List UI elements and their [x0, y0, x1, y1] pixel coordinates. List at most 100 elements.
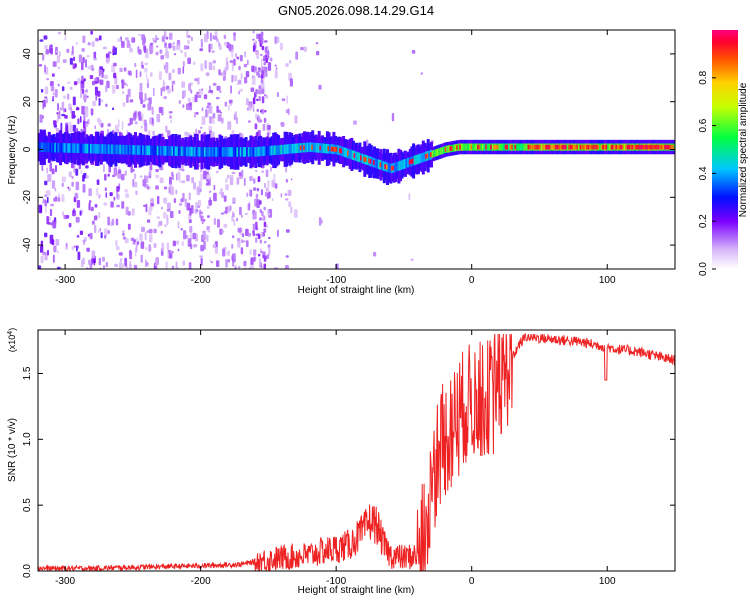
spectrogram-ridge-cell	[496, 144, 499, 150]
spectrogram-noise-cell	[142, 99, 145, 103]
spectrogram-ridge-cell	[356, 152, 360, 162]
spectrogram-noise-cell	[289, 78, 293, 87]
spectrogram-noise-cell	[238, 266, 241, 269]
spectrogram-noise-cell	[57, 113, 61, 120]
spectrogram-ridge-cell	[584, 144, 587, 150]
spectrogram-ridge-cell	[511, 144, 514, 150]
snr-x-tick-label: 0	[469, 576, 475, 587]
spectrogram-ridge-cell	[444, 147, 447, 152]
spectrogram-noise-cell	[85, 165, 89, 169]
spectrogram-noise-cell	[201, 107, 204, 112]
spectrogram-noise-cell	[131, 208, 135, 216]
spectrogram-noise-cell	[187, 39, 190, 44]
spectrogram-noise-cell	[74, 192, 79, 199]
spectrogram-ridge-cell	[543, 144, 547, 150]
spectrogram-noise-cell	[252, 209, 256, 214]
spectrogram-x-ticks: -300 -200 -100 0 100	[55, 30, 616, 286]
spectrogram-ridge-cell	[155, 145, 158, 156]
spectrogram-noise-cell	[164, 197, 168, 205]
spectrogram-ridge-cell	[231, 147, 235, 157]
spectrogram-noise-cell	[124, 258, 128, 267]
spectrogram-noise-cell	[77, 118, 80, 125]
spectrogram-noise-cell	[99, 99, 104, 103]
spectrogram-ridge-cell	[342, 146, 345, 157]
spectrogram-noise-cell	[139, 91, 143, 100]
spectrogram-ridge-cell	[166, 146, 170, 156]
spectrogram-ridge-cell	[613, 144, 617, 150]
spectrogram-noise-cell	[113, 72, 117, 79]
spectrogram-noise-cell	[239, 88, 243, 92]
spectrogram-noise-cell	[63, 108, 65, 113]
spectrogram-ridge-cell	[308, 142, 311, 152]
spectrogram-ridge-cell	[83, 143, 87, 154]
spectrogram-noise-cell	[229, 176, 234, 186]
spectrogram-noise-cell	[128, 72, 132, 76]
spectrogram-ridge-cell	[428, 150, 431, 161]
spectrogram-noise-cell	[258, 89, 262, 95]
spectrogram-noise-cell	[107, 216, 110, 226]
spectrogram-noise-cell	[116, 246, 120, 251]
spectrogram-noise-cell	[94, 125, 96, 130]
spectrogram-noise-cell	[110, 268, 113, 269]
spectrogram-noise-cell	[144, 232, 147, 241]
spectrogram-noise-cell	[122, 230, 125, 233]
spectrogram-ridge-cell	[215, 147, 218, 157]
spectrogram-ridge-cell	[407, 157, 410, 168]
spectrogram-ridge-cell	[602, 144, 605, 150]
spectrogram-ridge-cell	[49, 142, 52, 153]
spectrogram-noise-cell	[72, 96, 76, 106]
spectrogram-noise-cell	[145, 183, 149, 186]
spectrogram-noise-cell	[119, 67, 123, 73]
spectrogram-noise-cell	[165, 125, 168, 133]
spectrogram-noise-cell	[222, 248, 226, 257]
spectrogram-noise-cell	[245, 71, 250, 78]
spectrogram-ridge-cell	[646, 144, 649, 150]
spectrogram-ridge-cell	[39, 142, 43, 152]
spectrogram-noise-cell	[116, 186, 120, 192]
spectrogram-noise-cell	[108, 51, 112, 54]
spectrogram-ridge-cell	[244, 147, 248, 157]
spectrogram-noise-cell	[268, 209, 273, 218]
spectrogram-ridge-cell	[493, 144, 496, 150]
spectrogram-noise-cell	[257, 67, 261, 71]
spectrogram-noise-cell	[81, 48, 85, 52]
spectrogram-noise-cell	[113, 196, 116, 201]
spectrogram-noise-cell	[207, 181, 210, 184]
spectrogram-noise-cell	[66, 48, 70, 53]
spectrogram-ridge-cell	[109, 144, 113, 154]
spectrogram-ridge-cell	[225, 147, 228, 157]
snr-series-line	[38, 332, 675, 571]
spectrogram-ridge-cell	[410, 159, 413, 164]
spectrogram-ridge-cell	[662, 144, 665, 150]
spectrogram-ridge-cell	[439, 147, 443, 155]
spectrogram-noise-cell	[134, 111, 137, 117]
spectrogram-ridge-cell	[38, 142, 41, 152]
spectrogram-x-axis-label: Height of straight line (km)	[298, 285, 415, 296]
spectrogram-ridge-cell	[54, 142, 57, 153]
spectrogram-noise-cell	[57, 197, 61, 202]
spectrogram-noise-cell	[285, 198, 289, 201]
spectrogram-noise-cell	[144, 67, 148, 73]
spectrogram-ridge-cell	[64, 143, 67, 153]
spectrogram-ridge-cell	[348, 149, 352, 159]
spectrogram-noise-cell	[143, 178, 147, 188]
spectrogram-noise-cell	[168, 43, 172, 49]
spectrogram-noise-cell	[181, 169, 185, 172]
spectrogram-ridge-cell	[278, 145, 282, 155]
spectrogram-noise-cell	[69, 86, 73, 90]
spectrogram-ridge-cell	[392, 165, 395, 171]
spectrogram-noise-cell	[254, 40, 257, 45]
spectrogram-noise-cell	[104, 74, 108, 80]
spectrogram-ridge-cell	[631, 144, 634, 150]
spectrogram-noise-cell	[192, 232, 196, 240]
spectrogram-ridge-cell	[569, 144, 573, 150]
spectrogram-noise-cell	[112, 62, 117, 67]
spectrogram-ridge-cell	[104, 144, 108, 154]
spectrogram-ridge-cell	[101, 144, 104, 154]
spectrogram-noise-cell	[121, 201, 125, 209]
spectrogram-noise-cell	[98, 119, 102, 126]
spectrogram-ridge-cell	[200, 147, 204, 157]
spectrogram-ridge-cell	[534, 144, 537, 150]
spectrogram-noise-cell	[122, 263, 125, 268]
spectrogram-noise-cell	[204, 60, 207, 69]
